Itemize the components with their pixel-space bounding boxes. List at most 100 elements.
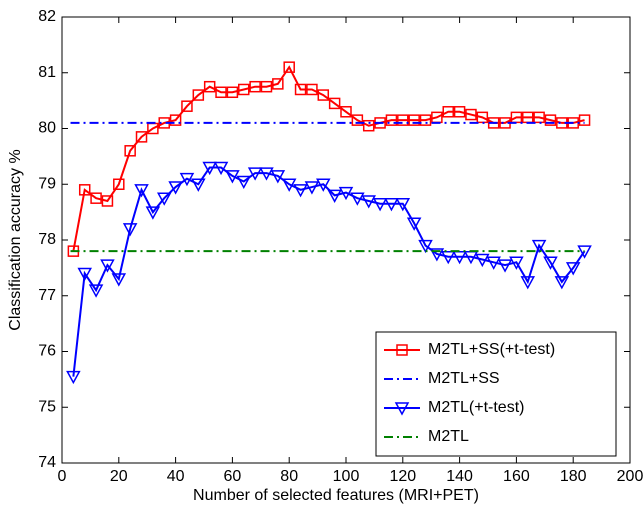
marker bbox=[362, 119, 375, 132]
marker bbox=[215, 86, 227, 99]
marker bbox=[419, 114, 432, 126]
marker bbox=[135, 131, 148, 143]
marker bbox=[100, 259, 115, 273]
marker bbox=[213, 161, 229, 176]
legend-marker bbox=[396, 344, 408, 356]
marker bbox=[475, 253, 490, 268]
marker bbox=[156, 192, 172, 206]
legend-label: M2TL+SS(+t-test) bbox=[428, 341, 555, 358]
marker bbox=[531, 239, 547, 254]
marker bbox=[111, 273, 127, 287]
y-tick-label: 74 bbox=[38, 454, 56, 471]
marker bbox=[122, 223, 138, 237]
marker bbox=[283, 61, 295, 73]
legend-label: M2TL bbox=[428, 428, 469, 445]
marker bbox=[281, 178, 297, 192]
marker bbox=[294, 83, 307, 96]
marker bbox=[236, 175, 252, 190]
legend-marker bbox=[394, 402, 410, 416]
marker bbox=[397, 114, 409, 126]
marker bbox=[543, 256, 558, 270]
marker bbox=[226, 86, 239, 99]
marker bbox=[304, 181, 320, 195]
marker bbox=[565, 262, 581, 276]
marker bbox=[486, 256, 501, 270]
y-tick-label: 81 bbox=[38, 64, 56, 81]
legend-label: M2TL+SS bbox=[428, 370, 500, 387]
marker bbox=[169, 114, 182, 126]
x-tick-label: 100 bbox=[333, 468, 360, 485]
marker bbox=[306, 83, 318, 96]
marker bbox=[259, 167, 274, 181]
y-tick-label: 79 bbox=[38, 175, 56, 192]
marker bbox=[225, 170, 240, 184]
marker bbox=[361, 195, 376, 209]
x-tick-label: 200 bbox=[617, 468, 644, 485]
marker bbox=[442, 106, 454, 118]
x-tick-label: 20 bbox=[110, 468, 128, 485]
marker bbox=[350, 192, 365, 206]
marker bbox=[395, 198, 411, 212]
marker bbox=[78, 184, 91, 196]
marker bbox=[270, 170, 286, 184]
x-tick-label: 140 bbox=[446, 468, 473, 485]
marker bbox=[452, 250, 467, 265]
marker bbox=[272, 78, 284, 90]
y-tick-label: 77 bbox=[38, 287, 56, 304]
marker bbox=[238, 83, 250, 96]
marker bbox=[124, 145, 136, 157]
marker bbox=[293, 184, 308, 198]
marker bbox=[338, 186, 354, 201]
marker bbox=[509, 256, 524, 270]
marker bbox=[476, 111, 489, 124]
marker bbox=[66, 370, 81, 385]
marker bbox=[544, 114, 557, 126]
marker bbox=[384, 198, 399, 212]
marker bbox=[203, 80, 216, 93]
marker bbox=[533, 111, 545, 124]
x-tick-label: 60 bbox=[224, 468, 242, 485]
marker bbox=[327, 189, 342, 203]
marker bbox=[134, 184, 149, 198]
marker bbox=[77, 267, 92, 282]
y-tick-label: 75 bbox=[38, 398, 56, 415]
y-tick-label: 76 bbox=[38, 343, 56, 360]
y-tick-label: 82 bbox=[38, 8, 56, 25]
marker bbox=[465, 108, 477, 121]
y-tick-label: 80 bbox=[38, 120, 56, 137]
marker bbox=[520, 276, 536, 290]
marker bbox=[247, 167, 263, 181]
x-tick-label: 160 bbox=[503, 468, 530, 485]
x-tick-label: 80 bbox=[280, 468, 298, 485]
x-tick-label: 0 bbox=[58, 468, 67, 485]
marker bbox=[440, 250, 456, 265]
marker bbox=[340, 106, 352, 118]
x-tick-label: 180 bbox=[560, 468, 587, 485]
legend-box bbox=[375, 331, 617, 457]
marker bbox=[554, 276, 570, 290]
x-tick-label: 120 bbox=[389, 468, 416, 485]
marker bbox=[113, 178, 125, 190]
marker bbox=[316, 178, 331, 192]
marker bbox=[372, 198, 388, 212]
legend-label: M2TL(+t-test) bbox=[428, 399, 524, 416]
marker bbox=[577, 245, 592, 259]
legend: M2TL+SS(+t-test) M2TL+SS M2TL(+t-test) M2TL bbox=[375, 331, 617, 457]
marker bbox=[406, 217, 422, 231]
marker bbox=[202, 161, 217, 176]
marker bbox=[191, 178, 206, 192]
marker bbox=[453, 106, 466, 118]
marker bbox=[578, 114, 591, 126]
marker bbox=[408, 114, 420, 126]
marker bbox=[497, 259, 513, 273]
marker bbox=[429, 248, 445, 262]
marker bbox=[181, 100, 193, 112]
marker bbox=[328, 97, 341, 110]
marker bbox=[418, 239, 433, 254]
marker bbox=[88, 284, 104, 298]
marker bbox=[317, 89, 330, 101]
marker bbox=[385, 114, 398, 126]
marker bbox=[192, 89, 205, 101]
